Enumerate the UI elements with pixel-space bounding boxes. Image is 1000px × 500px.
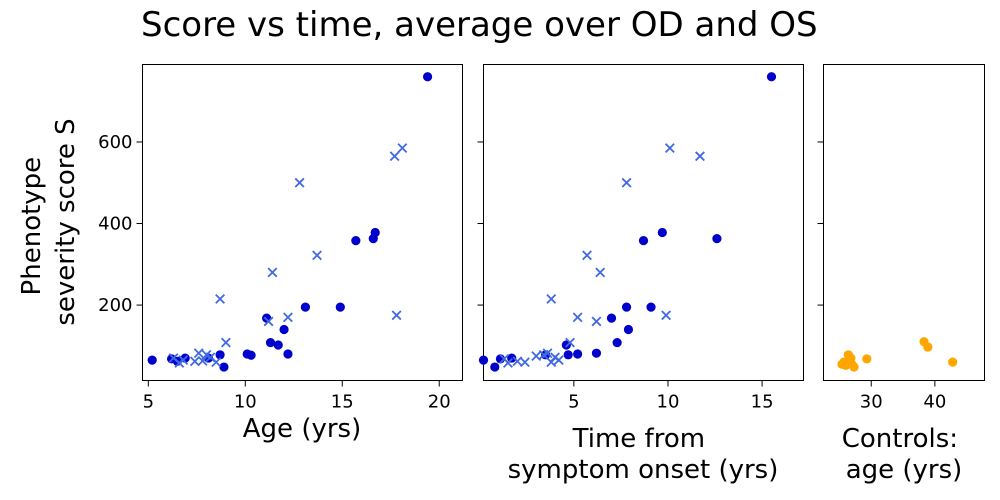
y-axis-label-line-1: Phenotype [17, 157, 47, 296]
data-point-dot-onset [478, 355, 489, 365]
data-point-dot-age [273, 340, 283, 350]
data-point-x-onset [661, 310, 672, 321]
y-tick-label: 400 [98, 214, 132, 235]
data-point-x-onset [595, 267, 606, 278]
data-point-x-onset [582, 250, 592, 261]
scatter-onset [478, 72, 777, 372]
x-tick-label-onset: 5 [568, 392, 579, 413]
y-tick-label: 600 [98, 132, 132, 153]
x-tick-label-age: 15 [331, 392, 354, 413]
data-point-dot-age [147, 355, 157, 365]
x-axis-label-onset-line-1: Time from [572, 424, 705, 454]
data-point-dot-onset [712, 234, 722, 244]
scatter-controls [837, 337, 958, 372]
data-point-x-onset [553, 355, 564, 366]
ticks-age: 5 10 15 20 200 400 600 [98, 132, 451, 413]
data-point-dot-controls [923, 342, 933, 352]
data-point-x-age [389, 151, 400, 162]
panel-age: 5 10 15 20 200 400 600 Age (yrs) [98, 64, 463, 444]
data-point-x-age [193, 348, 204, 359]
data-point-x-onset [503, 358, 513, 368]
data-point-dot-age [422, 72, 433, 82]
x-axis-label-onset-line-2: symptom onset (yrs) [508, 455, 779, 485]
data-point-dot-age [219, 362, 229, 372]
data-point-dot-controls [948, 357, 958, 367]
data-point-x-onset [565, 337, 576, 348]
data-point-dot-onset [646, 302, 656, 312]
x-tick-label-age: 10 [234, 392, 257, 413]
data-point-dot-onset [612, 337, 622, 348]
plot-frame-age [142, 64, 463, 381]
ticks-controls: 30 40 [817, 141, 946, 413]
data-point-x-age [391, 310, 402, 321]
data-point-dot-age [265, 337, 276, 348]
panel-time-from-onset: 5 10 15 Time from symptom onset (yrs) [477, 64, 804, 485]
data-point-dot-age [279, 324, 289, 335]
y-tick-label: 200 [98, 295, 132, 316]
data-point-x-onset [664, 143, 675, 154]
x-axis-label-controls: Controls: age (yrs) [842, 424, 967, 485]
data-point-x-age [263, 316, 274, 327]
data-point-dot-onset [606, 313, 617, 323]
ticks-onset: 5 10 15 [477, 141, 774, 413]
data-point-x-onset [572, 312, 583, 323]
data-point-dot-onset [561, 340, 571, 350]
data-point-dot-controls [862, 354, 872, 364]
data-point-x-age [267, 267, 278, 278]
data-point-dot-onset [573, 349, 583, 359]
x-tick-label-onset: 15 [751, 392, 774, 413]
data-point-dot-onset [563, 350, 573, 360]
data-point-dot-onset [490, 362, 500, 372]
data-point-x-age [397, 143, 408, 154]
data-point-dot-onset [657, 227, 667, 238]
y-axis-label-line-2: severity score S [51, 118, 81, 325]
data-point-x-age [312, 250, 322, 261]
x-tick-label-controls: 40 [923, 392, 946, 413]
data-point-dot-age [370, 227, 380, 238]
plot-frame-controls [823, 64, 985, 381]
scatter-age [147, 72, 433, 372]
data-point-dot-onset [638, 236, 649, 246]
data-point-dot-controls [849, 362, 859, 372]
chart-title: Score vs time, average over OD and OS [141, 5, 818, 45]
plot-frame-onset [483, 64, 804, 381]
data-point-x-onset [542, 348, 553, 359]
data-point-dot-onset [591, 348, 602, 358]
data-point-x-onset [621, 177, 632, 188]
data-point-dot-age [300, 302, 311, 312]
x-tick-label-age: 5 [143, 392, 154, 413]
data-point-x-age [189, 356, 200, 367]
data-point-dot-onset [623, 324, 634, 335]
panel-controls: 30 40 Controls: age (yrs) [817, 64, 985, 485]
data-point-x-onset [591, 316, 602, 327]
data-point-x-onset [519, 357, 530, 368]
x-tick-label-controls: 30 [860, 392, 883, 413]
data-point-dot-age [215, 350, 225, 360]
data-point-x-age [294, 177, 305, 188]
x-axis-label-age: Age (yrs) [243, 414, 361, 444]
data-point-dot-age [335, 302, 345, 312]
x-axis-label-controls-line-2: age (yrs) [846, 455, 963, 485]
data-point-x-age [283, 312, 293, 323]
data-point-x-age [197, 355, 208, 366]
data-point-dot-onset [621, 302, 632, 312]
x-axis-label-onset: Time from symptom onset (yrs) [508, 424, 779, 485]
data-point-x-onset [695, 151, 705, 162]
data-point-dot-age [351, 236, 361, 246]
data-point-x-onset [546, 294, 557, 304]
data-point-x-age [215, 294, 226, 304]
y-axis-label: Phenotype severity score S [17, 118, 81, 325]
data-point-x-age [220, 337, 231, 348]
data-point-dot-age [283, 349, 293, 359]
x-axis-label-controls-line-1: Controls: [842, 424, 958, 454]
x-tick-label-onset: 10 [657, 392, 680, 413]
data-point-x-onset [531, 351, 542, 361]
data-point-dot-onset [766, 72, 777, 82]
data-point-dot-age [246, 350, 256, 360]
data-point-x-age [178, 355, 189, 366]
x-tick-label-age: 20 [428, 392, 451, 413]
data-point-x-age [211, 357, 222, 368]
